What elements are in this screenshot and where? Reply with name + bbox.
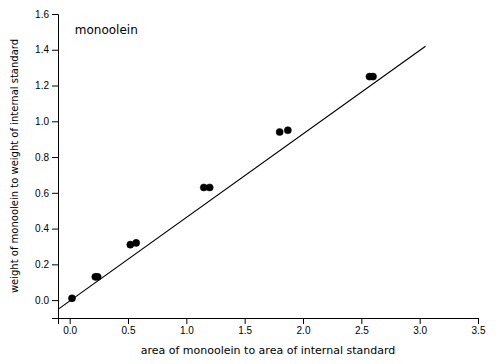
tick-label: 1.4 (35, 44, 49, 55)
x-axis-label: area of monoolein to area of internal st… (141, 344, 396, 357)
tick-mark (52, 50, 58, 51)
axis-line (59, 319, 479, 325)
tick: 0.8 (35, 152, 58, 163)
tick-mark (52, 121, 58, 122)
tick-mark (70, 318, 71, 324)
tick-mark (186, 318, 187, 324)
tick-mark (52, 14, 58, 15)
tick-mark (52, 229, 58, 230)
tick-mark (52, 264, 58, 265)
tick-mark (478, 318, 479, 324)
tick-mark (303, 318, 304, 324)
tick-label: 0.8 (35, 152, 49, 163)
tick-mark (52, 193, 58, 194)
tick: 3.5 (472, 318, 486, 336)
point (369, 73, 376, 80)
y-axis: 0.0 0.2 0.4 0.6 0.8 1.0 1.2 1.4 1.6 (35, 9, 58, 319)
tick-label: 3.0 (413, 325, 427, 336)
tick: 2.0 (297, 318, 311, 336)
tick-mark (52, 157, 58, 158)
tick-label: 1.6 (35, 9, 49, 20)
plot: 0.0 0.5 1.0 1.5 2.0 2.5 3.0 3.5 0.0 0.2 0.4 0.6 0.8 1… (35, 9, 486, 336)
tick-mark (245, 318, 246, 324)
tick: 0.2 (35, 259, 58, 270)
axis-line (52, 15, 59, 319)
tick: 1.0 (35, 116, 58, 127)
tick-mark (52, 86, 58, 87)
tick-mark (420, 318, 421, 324)
marks (58, 46, 426, 309)
tick-label: 1.0 (180, 325, 194, 336)
tick-label: 0.6 (35, 188, 49, 199)
tick: 3.0 (413, 318, 427, 336)
tick: 0.5 (122, 318, 136, 336)
x-axis: 0.0 0.5 1.0 1.5 2.0 2.5 3.0 3.5 (59, 318, 486, 336)
tick-mark (128, 318, 129, 324)
tick: 1.2 (35, 80, 58, 91)
chart: 0.0 0.5 1.0 1.5 2.0 2.5 3.0 3.5 0.0 0.2 0.4 0.6 0.8 1… (0, 0, 500, 364)
tick: 1.5 (238, 318, 252, 336)
point (284, 127, 291, 134)
tick: 2.5 (355, 318, 369, 336)
regression-line (58, 46, 426, 309)
tick: 0.0 (63, 318, 77, 336)
tick-label: 0.5 (122, 325, 136, 336)
tick-label: 1.5 (238, 325, 252, 336)
tick-label: 0.2 (35, 259, 49, 270)
point (206, 184, 213, 191)
point (133, 239, 140, 246)
tick: 1.4 (35, 44, 58, 55)
tick-label: 1.0 (35, 116, 49, 127)
tick-mark (52, 300, 58, 301)
tick-label: 3.5 (472, 325, 486, 336)
tick-label: 0.4 (35, 223, 49, 234)
tick-label: 1.2 (35, 80, 49, 91)
tick: 0.6 (35, 188, 58, 199)
tick-mark (361, 318, 362, 324)
tick: 1.0 (180, 318, 194, 336)
annotation: monoolein (75, 23, 138, 37)
tick: 0.4 (35, 223, 58, 234)
tick: 0.0 (35, 295, 58, 306)
tick-label: 0.0 (35, 295, 49, 306)
tick-label: 2.5 (355, 325, 369, 336)
y-axis-label: weight of monoolein to weight of interna… (9, 39, 20, 293)
tick-label: 2.0 (297, 325, 311, 336)
tick-label: 0.0 (63, 325, 77, 336)
tick: 1.6 (35, 9, 58, 20)
point (276, 128, 283, 135)
